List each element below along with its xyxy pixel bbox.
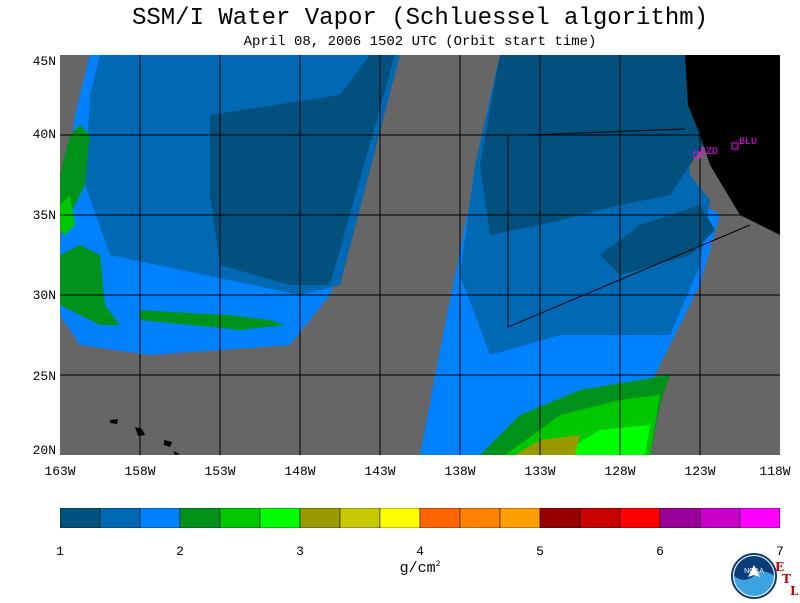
scale-tick-7: 7 (776, 544, 784, 559)
lon-label-118w: 118W (759, 464, 791, 479)
color-swatch-4 (179, 508, 221, 528)
lat-label-35n: 35N (32, 208, 56, 223)
scale-tick-5: 5 (536, 544, 544, 559)
scale-tick-4: 4 (416, 544, 424, 559)
lon-label-163w: 163W (44, 464, 76, 479)
water-vapor-map: CZD BLU (60, 55, 780, 455)
noaa-logo-text: NOAA (744, 568, 764, 575)
etl-letter-t: T (782, 572, 791, 586)
lat-label-40n: 40N (32, 127, 56, 142)
station-marker-blu (731, 142, 739, 150)
analysis-region-outline (507, 135, 751, 328)
color-swatch-3 (139, 508, 181, 528)
color-swatch-9 (379, 508, 421, 528)
noaa-logo: NOAA (731, 553, 777, 599)
lat-label-25n: 25N (32, 369, 56, 384)
color-swatch-18 (739, 508, 780, 528)
lon-label-128w: 128W (604, 464, 636, 479)
noaa-logo-graphic: NOAA (731, 553, 777, 599)
color-swatch-7 (299, 508, 341, 528)
color-swatch-11 (459, 508, 501, 528)
color-swatch-8 (339, 508, 381, 528)
lon-label-158w: 158W (124, 464, 156, 479)
scale-tick-6: 6 (656, 544, 664, 559)
color-scale-bar (60, 508, 780, 528)
scale-tick-3: 3 (296, 544, 304, 559)
color-swatch-12 (499, 508, 541, 528)
etl-letter-e: E (775, 560, 785, 574)
station-marker-czd (693, 151, 701, 159)
color-swatch-13 (539, 508, 581, 528)
lat-label-30n: 30N (32, 288, 56, 303)
right-swath (420, 55, 720, 455)
lat-label-45n: 45N (32, 54, 56, 69)
station-label-blu: BLU (739, 137, 758, 148)
lon-label-123w: 123W (684, 464, 716, 479)
map-title: SSM/I Water Vapor (Schluessel algorithm) (131, 5, 709, 32)
etl-letter-l: L (790, 584, 799, 598)
lon-label-148w: 148W (284, 464, 316, 479)
color-swatch-16 (659, 508, 701, 528)
color-scale-swatches (60, 508, 780, 528)
lon-label-153w: 153W (204, 464, 236, 479)
units-exponent: 2 (435, 560, 441, 569)
color-swatch-5 (219, 508, 261, 528)
lon-label-143w: 143W (364, 464, 396, 479)
color-swatch-14 (579, 508, 621, 528)
etl-logo: E T L (775, 560, 800, 598)
color-swatch-2 (99, 508, 141, 528)
scale-tick-1: 1 (56, 544, 64, 559)
station-label-czd: CZD (700, 147, 719, 158)
map-subtitle: April 08, 2006 1502 UTC (Orbit start tim… (243, 34, 597, 50)
lat-label-20n: 20N (32, 443, 56, 458)
map-canvas (60, 55, 780, 455)
map-grid (60, 55, 780, 455)
lon-label-138w: 138W (444, 464, 476, 479)
color-swatch-1 (60, 508, 101, 528)
color-swatch-10 (419, 508, 461, 528)
units-text: g/cm (399, 560, 436, 577)
color-swatch-17 (699, 508, 741, 528)
scale-tick-2: 2 (176, 544, 184, 559)
color-swatch-15 (619, 508, 661, 528)
units-label: g/cm2 (380, 560, 460, 577)
hawaii-islands (110, 419, 180, 455)
left-swath (60, 55, 400, 355)
color-swatch-6 (259, 508, 301, 528)
lon-label-133w: 133W (524, 464, 556, 479)
